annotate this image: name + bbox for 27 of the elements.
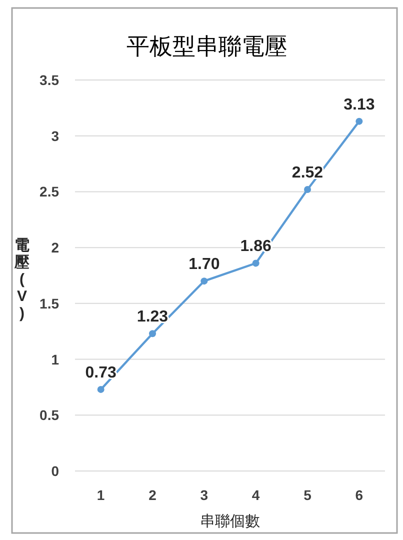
point	[149, 330, 156, 338]
point	[304, 186, 311, 193]
data-label: 1.70	[188, 256, 220, 274]
y-tick-label: 2	[51, 240, 60, 256]
y-tick-label: 0.5	[40, 407, 60, 424]
data-label: 0.73	[85, 364, 117, 382]
data-label: 3.13	[344, 96, 375, 114]
y-tick-label: 0	[51, 463, 60, 479]
chart-title: 平板型串聯電壓	[126, 33, 288, 59]
point	[252, 260, 260, 267]
point	[200, 278, 208, 285]
x-tick-label: 3	[200, 487, 208, 503]
x-tick-label: 5	[304, 487, 312, 503]
y-tick-label: 3.5	[40, 72, 60, 88]
x-axis-title: 串聯個數	[200, 513, 260, 530]
x-tick-label: 2	[148, 487, 157, 503]
point	[97, 386, 104, 393]
point	[356, 118, 363, 125]
y-tick-label: 1.5	[40, 295, 60, 312]
y-tick-label: 1	[51, 351, 60, 368]
x-tick-label: 4	[252, 487, 260, 503]
data-label: 1.23	[136, 308, 168, 326]
x-tick-label: 1	[96, 487, 105, 503]
x-tick-label: 6	[355, 487, 364, 503]
y-axis-title: 電壓(V)	[14, 237, 30, 322]
y-tick-label: 3	[51, 128, 60, 144]
y-tick-label: 2.5	[40, 184, 60, 200]
